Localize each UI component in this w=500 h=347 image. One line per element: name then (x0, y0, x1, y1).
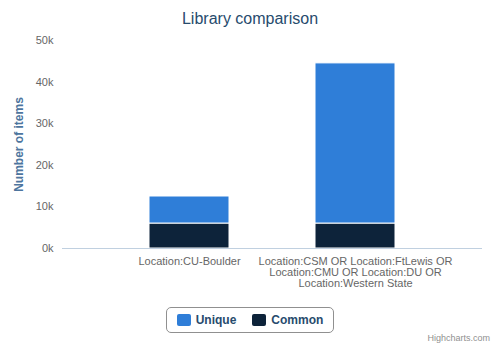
svg-text:40k: 40k (36, 76, 54, 88)
svg-text:50k: 50k (36, 34, 54, 46)
svg-text:30k: 30k (36, 117, 54, 129)
html-text:Library comparison: Library comparison (182, 10, 318, 27)
html-text:Unique: Unique (195, 313, 237, 327)
svg-text:10k: 10k (36, 200, 54, 212)
html-text:Highcharts.com: Highcharts.com (427, 333, 490, 343)
html-text:Common: Common (271, 313, 324, 327)
svg-text:0k: 0k (42, 242, 54, 254)
svg-text:20k: 20k (36, 159, 54, 171)
svg-text:Location:CU-Boulder: Location:CU-Boulder (138, 255, 240, 267)
svg-text:Number of items: Number of items (12, 97, 26, 192)
svg-text:Location:CSM OR Location:FtLew: Location:CSM OR Location:FtLewis ORLocat… (259, 255, 453, 289)
